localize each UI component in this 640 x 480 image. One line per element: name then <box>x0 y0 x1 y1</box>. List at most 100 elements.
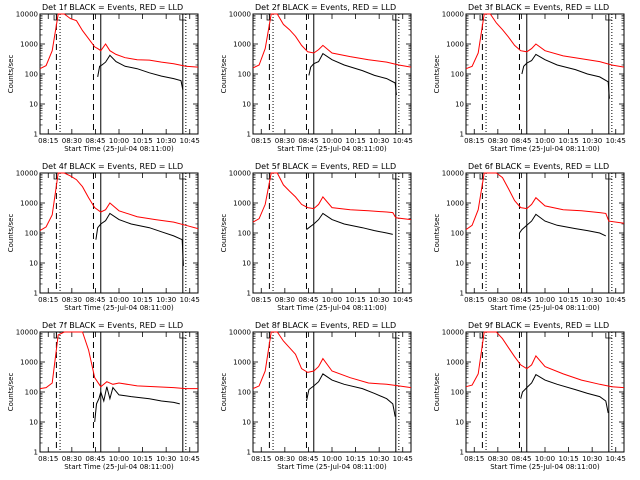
x-tick-label: 10:45 <box>606 296 626 304</box>
x-tick-label: 10:45 <box>606 455 626 463</box>
y-tick-label: 1000 <box>446 41 464 49</box>
x-tick-label: 08:15 <box>38 137 58 145</box>
x-tick-label: 08:45 <box>511 296 531 304</box>
chart-title: Det 9f BLACK = Events, RED = LLD <box>468 321 609 330</box>
y-tick-label: 10 <box>29 101 38 109</box>
x-tick-label: 08:30 <box>275 455 295 463</box>
y-tick-label: 10000 <box>442 11 464 19</box>
x-tick-label: 08:45 <box>511 455 531 463</box>
x-tick-label: 10:00 <box>535 137 555 145</box>
x-axis-label: Start Time (25-Jul-04 08:11:00) <box>277 145 387 153</box>
y-tick-label: 100 <box>451 389 464 397</box>
x-tick-label: 10:30 <box>582 455 602 463</box>
interval-bracket <box>605 333 612 339</box>
x-tick-label: 10:45 <box>393 455 413 463</box>
lld-series-line <box>39 13 199 70</box>
x-tick-label: 10:15 <box>558 137 578 145</box>
y-tick-label: 1000 <box>446 359 464 367</box>
y-tick-label: 10 <box>242 260 251 268</box>
x-tick-label: 08:15 <box>464 296 484 304</box>
chart-title: Det 2f BLACK = Events, RED = LLD <box>255 3 396 12</box>
y-axis-label: Counts/sec <box>220 55 228 94</box>
x-axis-label: Start Time (25-Jul-04 08:11:00) <box>64 145 174 153</box>
x-tick-label: 08:15 <box>38 455 58 463</box>
chart-panel-9: Det 9f BLACK = Events, RED = LLD 1 10 100 10… <box>433 321 626 471</box>
x-tick-label: 10:45 <box>180 296 200 304</box>
interval-bracket <box>392 333 399 339</box>
y-axis-label: Counts/sec <box>7 55 15 94</box>
x-tick-label: 10:00 <box>109 455 129 463</box>
x-tick-label: 10:45 <box>180 137 200 145</box>
chart-panel-7: Det 7f BLACK = Events, RED = LLD 1 10 100 10… <box>7 321 200 471</box>
y-tick-label: 10 <box>242 101 251 109</box>
x-tick-label: 10:00 <box>322 137 342 145</box>
y-axis-label: Counts/sec <box>220 373 228 412</box>
chart-title: Det 8f BLACK = Events, RED = LLD <box>255 321 396 330</box>
y-tick-label: 10 <box>455 260 464 268</box>
chart-panel-8: Det 8f BLACK = Events, RED = LLD 1 10 100 10… <box>220 321 413 471</box>
plot-frame <box>39 13 199 135</box>
y-tick-label: 1 <box>460 290 464 298</box>
y-tick-label: 10000 <box>16 170 38 178</box>
x-tick-label: 08:45 <box>85 137 105 145</box>
y-tick-label: 100 <box>238 389 251 397</box>
x-tick-label: 10:15 <box>132 137 152 145</box>
y-tick-label: 10 <box>29 260 38 268</box>
chart-title: Det 4f BLACK = Events, RED = LLD <box>42 162 183 171</box>
interval-bracket <box>392 174 399 180</box>
x-tick-label: 10:15 <box>132 455 152 463</box>
y-axis-label: Counts/sec <box>7 373 15 412</box>
x-tick-label: 10:45 <box>393 137 413 145</box>
y-tick-label: 1 <box>247 449 251 457</box>
events-series-line <box>306 212 393 235</box>
lld-series-line <box>465 331 625 389</box>
y-tick-label: 10000 <box>229 170 251 178</box>
interval-bracket <box>266 15 274 21</box>
chart-title: Det 6f BLACK = Events, RED = LLD <box>468 162 609 171</box>
x-axis-label: Start Time (25-Jul-04 08:11:00) <box>64 463 174 471</box>
chart-panel-6: Det 6f BLACK = Events, RED = LLD 1 10 100 10… <box>433 162 626 312</box>
x-tick-label: 10:00 <box>535 455 555 463</box>
x-tick-label: 08:45 <box>511 137 531 145</box>
plot-frame <box>252 331 412 453</box>
x-tick-label: 08:45 <box>298 137 318 145</box>
chart-panel-1: Det 1f BLACK = Events, RED = LLD 1 10 100 10… <box>7 3 200 153</box>
y-tick-label: 1 <box>460 131 464 139</box>
y-tick-label: 10000 <box>229 329 251 337</box>
x-axis-label: Start Time (25-Jul-04 08:11:00) <box>64 304 174 312</box>
y-tick-label: 10 <box>242 419 251 427</box>
interval-bracket <box>479 174 487 180</box>
y-axis-label: Counts/sec <box>433 373 441 412</box>
interval-bracket <box>479 15 487 21</box>
interval-bracket <box>479 333 487 339</box>
x-tick-label: 08:30 <box>275 137 295 145</box>
events-series-line <box>519 213 607 237</box>
chart-panel-2: Det 2f BLACK = Events, RED = LLD 1 10 100 10… <box>220 3 413 153</box>
x-tick-label: 10:30 <box>156 296 176 304</box>
x-tick-label: 10:15 <box>558 296 578 304</box>
y-tick-label: 1 <box>460 449 464 457</box>
y-tick-label: 10 <box>29 419 38 427</box>
interval-bracket <box>53 333 61 339</box>
y-tick-label: 10000 <box>229 11 251 19</box>
events-series-line <box>97 54 184 90</box>
interval-bracket <box>179 333 186 339</box>
y-tick-label: 1 <box>247 131 251 139</box>
y-tick-label: 10000 <box>442 170 464 178</box>
x-tick-label: 10:15 <box>558 455 578 463</box>
y-tick-label: 10000 <box>16 329 38 337</box>
x-tick-label: 10:30 <box>582 137 602 145</box>
events-series-line <box>308 52 397 96</box>
y-tick-label: 100 <box>238 230 251 238</box>
y-tick-label: 1 <box>34 131 38 139</box>
chart-title: Det 5f BLACK = Events, RED = LLD <box>255 162 396 171</box>
interval-bracket <box>266 174 274 180</box>
lld-series-line <box>465 13 625 70</box>
events-series-line <box>95 212 184 266</box>
x-tick-label: 08:45 <box>298 296 318 304</box>
chart-panel-5: Det 5f BLACK = Events, RED = LLD 1 10 100 10… <box>220 162 413 312</box>
lld-series-line <box>39 331 198 390</box>
lld-series-line <box>465 172 625 231</box>
interval-bracket <box>53 15 61 21</box>
